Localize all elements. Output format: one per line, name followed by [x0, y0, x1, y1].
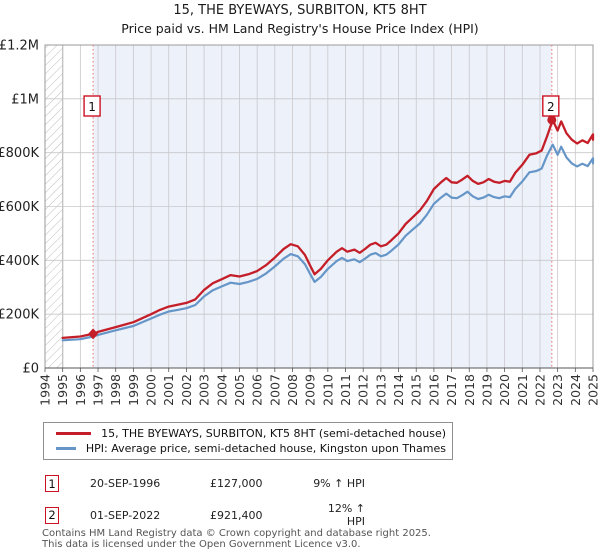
legend-label-hpi: HPI: Average price, semi-detached house,…	[85, 442, 446, 456]
sale-badge-box-1	[83, 95, 101, 117]
sale-row-2: 2 01-SEP-2022 £921,400 12% ↑ HPI	[45, 502, 365, 528]
x-tick-label: 2003	[197, 374, 212, 406]
sale-1-date: 20-SEP-1996	[90, 477, 161, 490]
x-tick-label: 2004	[214, 374, 229, 406]
x-tick-label: 2000	[144, 374, 159, 406]
hpi-line	[61, 143, 595, 342]
sale-row-1: 1 20-SEP-1996 £127,000 9% ↑ HPI	[45, 475, 365, 492]
x-tick-label: 2025	[586, 374, 600, 406]
x-tick-label: 1997	[91, 374, 106, 406]
sale-2-price: £921,400	[210, 508, 263, 522]
sale-badge-box-2	[542, 95, 560, 117]
sale-2-badge: 2	[45, 506, 59, 524]
y-tick-label: £200K	[0, 308, 39, 323]
x-tick-label: 2022	[532, 374, 547, 406]
x-tick-label: 1994	[38, 374, 53, 406]
x-tick-label: 1999	[126, 374, 141, 406]
x-tick-label: 2018	[462, 374, 477, 406]
x-tick-label: 2014	[391, 374, 406, 406]
x-tick-label: 2020	[497, 374, 512, 406]
x-tick-label: 2021	[515, 374, 530, 406]
property-price-line	[61, 118, 595, 340]
x-tick-label: 2016	[426, 374, 441, 406]
x-tick-label: 2006	[250, 374, 265, 406]
x-tick-label: 2023	[550, 374, 565, 406]
y-tick-label: £600K	[0, 200, 39, 215]
legend-item-property: 15, THE BYEWAYS, SURBITON, KT5 8HT (semi…	[50, 427, 446, 440]
sale-badge-number-2: 2	[547, 100, 555, 114]
page-title: 15, THE BYEWAYS, SURBITON, KT5 8HT	[173, 3, 427, 18]
x-tick-label: 2001	[161, 374, 176, 406]
y-tick-label: £1.2M	[0, 39, 39, 54]
footer-line-2: This data is licensed under the Open Gov…	[42, 538, 361, 550]
x-tick-label: 2013	[373, 374, 388, 406]
x-tick-label: 2015	[409, 374, 424, 406]
sale-1-hpi-delta: 9% ↑ HPI	[313, 477, 365, 490]
legend-item-hpi: HPI: Average price, semi-detached house,…	[50, 442, 446, 455]
sale-point-1	[88, 328, 99, 340]
x-tick-label: 2024	[568, 374, 583, 406]
x-tick-label: 1996	[73, 374, 88, 406]
y-tick-label: £1M	[11, 92, 39, 107]
x-tick-label: 2011	[338, 374, 353, 406]
legend-label-property: 15, THE BYEWAYS, SURBITON, KT5 8HT (semi…	[101, 426, 446, 440]
license-footer: Contains HM Land Registry data © Crown c…	[42, 528, 431, 550]
x-tick-label: 2002	[179, 374, 194, 406]
x-tick-label: 2019	[479, 374, 494, 406]
footer-line-1: Contains HM Land Registry data © Crown c…	[42, 528, 431, 539]
chart-legend: 15, THE BYEWAYS, SURBITON, KT5 8HT (semi…	[43, 422, 453, 460]
hpi-line-swatch	[56, 447, 76, 451]
sale-2-date: 01-SEP-2022	[90, 508, 161, 522]
x-tick-label: 2008	[285, 374, 300, 406]
page-subtitle: Price paid vs. HM Land Registry's House …	[121, 21, 479, 36]
x-tick-label: 2009	[303, 374, 318, 406]
sale-1-badge: 1	[45, 475, 59, 492]
sale-1-price: £127,000	[210, 477, 263, 490]
y-tick-label: £400K	[0, 254, 39, 269]
y-tick-label: £800K	[0, 146, 39, 161]
x-tick-label: 2005	[232, 374, 247, 406]
x-tick-label: 2010	[320, 374, 335, 406]
property-line-swatch	[56, 431, 92, 435]
sale-badge-number-1: 1	[88, 100, 96, 114]
sale-2-hpi-delta: 12% ↑ HPI	[327, 502, 365, 528]
sale-point-2	[547, 115, 557, 125]
x-tick-label: 1995	[55, 374, 70, 406]
x-tick-label: 2012	[356, 374, 371, 406]
x-tick-label: 2017	[444, 374, 459, 406]
y-tick-label: £0	[22, 362, 39, 377]
x-tick-label: 2007	[267, 374, 282, 406]
x-tick-label: 1998	[108, 374, 123, 406]
